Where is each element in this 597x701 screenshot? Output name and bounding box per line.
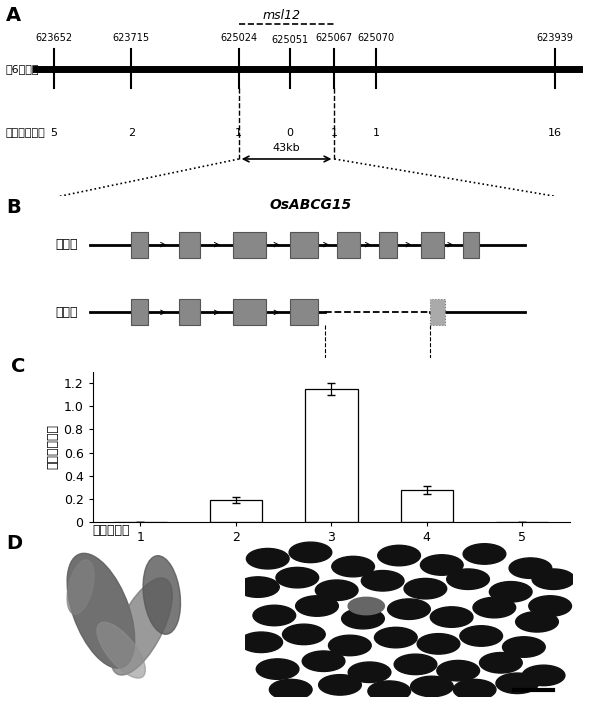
Circle shape [437,660,479,681]
Y-axis label: 相对表达水平: 相对表达水平 [47,424,59,470]
Ellipse shape [97,622,146,678]
Text: 1: 1 [331,128,338,137]
Circle shape [473,597,516,618]
Circle shape [420,554,463,576]
Circle shape [529,596,571,616]
Ellipse shape [110,578,173,675]
Bar [210,500,262,522]
Circle shape [522,665,565,686]
Text: 1: 1 [235,128,242,137]
Circle shape [361,571,404,591]
Bar [179,299,200,325]
Circle shape [302,651,345,672]
Bar [131,299,148,325]
Text: 623715: 623715 [113,33,150,43]
Text: 第6染色体: 第6染色体 [6,64,39,74]
Text: 625024: 625024 [220,33,257,43]
Text: 花药时期：: 花药时期： [93,524,130,538]
Text: 625067: 625067 [316,33,353,43]
Text: 43kb: 43kb [273,143,300,153]
Circle shape [503,637,545,658]
Text: 623652: 623652 [35,33,72,43]
Circle shape [315,580,358,601]
Bar [305,389,358,522]
Bar [337,232,360,257]
Bar [430,299,445,325]
Circle shape [496,673,538,693]
Circle shape [509,558,552,578]
Circle shape [417,634,460,654]
Bar [131,232,148,257]
Circle shape [394,654,437,674]
Circle shape [378,545,420,566]
Text: 5: 5 [50,128,57,137]
Text: D: D [6,534,22,553]
Text: OsABCG15: OsABCG15 [269,198,352,212]
Circle shape [253,605,296,626]
Ellipse shape [67,553,135,668]
Circle shape [269,679,312,700]
Bar [233,232,266,257]
Circle shape [319,674,361,695]
Text: B: B [6,198,21,217]
Circle shape [532,569,575,590]
Ellipse shape [67,560,94,614]
Circle shape [479,653,522,673]
Text: 1: 1 [373,128,380,137]
Bar [421,232,444,257]
Text: 突变型: 突变型 [55,306,78,319]
Bar [179,232,200,257]
Bar [379,232,397,257]
Circle shape [490,582,532,602]
Bar [290,299,318,325]
Text: 重组染色体数: 重组染色体数 [6,128,46,137]
Text: 623939: 623939 [537,33,574,43]
Text: msl12: msl12 [263,8,301,22]
Circle shape [341,608,384,629]
Text: 625070: 625070 [358,33,395,43]
Circle shape [463,544,506,564]
Text: 缺失1479 bp: 缺失1479 bp [366,372,425,382]
Text: 0: 0 [286,128,293,137]
Text: 野生型: 野生型 [55,238,78,251]
Circle shape [247,548,289,569]
Circle shape [240,632,282,653]
Circle shape [387,599,430,620]
Circle shape [404,578,447,599]
Circle shape [368,681,411,701]
Circle shape [256,659,299,679]
Circle shape [430,607,473,627]
Circle shape [332,557,374,577]
Text: C: C [11,357,25,376]
Circle shape [374,627,417,648]
Bar [233,299,266,325]
Text: 2: 2 [128,128,135,137]
Circle shape [236,577,279,597]
Bar [290,232,318,257]
Bar [463,232,479,257]
Circle shape [447,569,490,590]
Circle shape [411,676,453,697]
Text: 16: 16 [548,128,562,137]
Circle shape [516,611,558,632]
Text: 625051: 625051 [271,35,308,46]
Circle shape [276,567,319,588]
Circle shape [289,542,332,563]
Circle shape [348,597,384,615]
Bar [401,491,453,522]
Ellipse shape [143,556,180,634]
Circle shape [348,662,391,683]
Circle shape [460,626,503,646]
Circle shape [453,679,496,700]
Circle shape [328,635,371,655]
Text: A: A [6,6,21,25]
Circle shape [296,596,338,616]
Circle shape [282,624,325,645]
